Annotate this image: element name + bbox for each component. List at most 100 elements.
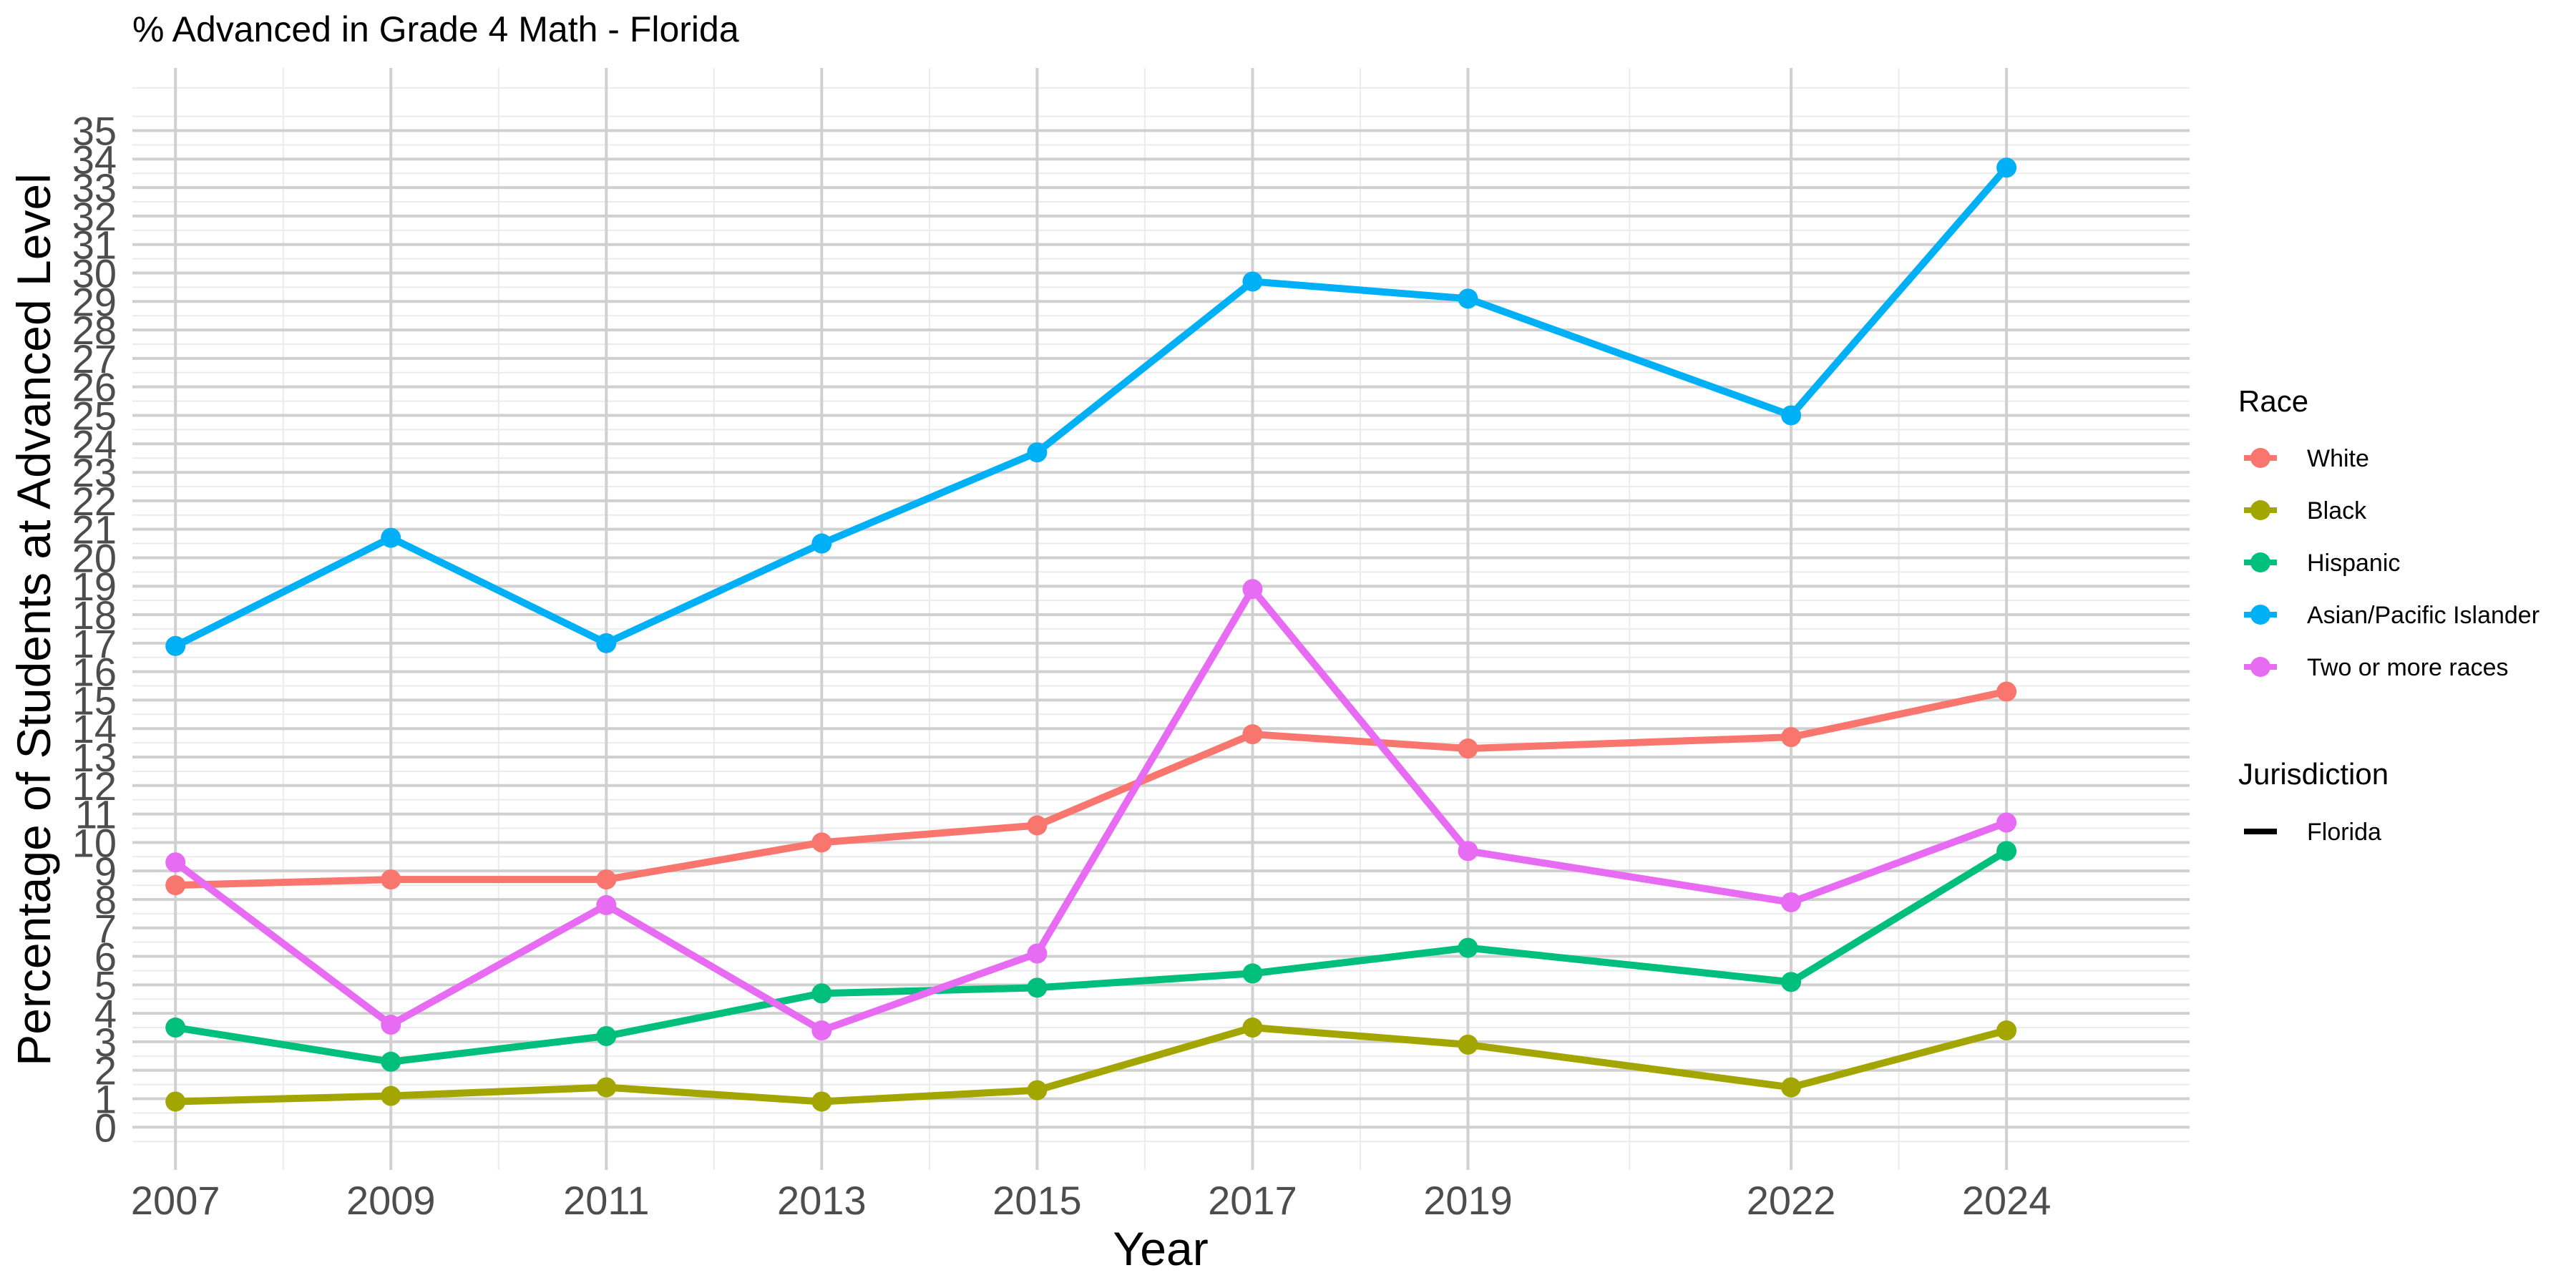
data-point-hispanic — [165, 1018, 186, 1038]
legend-item-florida: Florida — [2244, 819, 2381, 846]
data-point-hispanic — [811, 983, 832, 1004]
data-point-hispanic — [1242, 963, 1263, 984]
legend: Race White Black Hispanic Asian/Pacific Isl… — [2238, 384, 2540, 846]
legend-race-items: White Black Hispanic Asian/Pacific Islander… — [2244, 445, 2540, 681]
y-tick-label: 14 — [72, 706, 117, 751]
data-point-asian-pacific-islander — [381, 527, 401, 548]
x-axis-title: Year — [1113, 1222, 1208, 1275]
data-point-black — [165, 1091, 186, 1112]
data-point-two-or-more-races — [1458, 841, 1478, 862]
grid-major-lines — [132, 68, 2190, 1170]
x-tick-label: 2007 — [131, 1178, 220, 1223]
legend-key-point — [2250, 500, 2270, 520]
y-axis-tick-labels: 0123456789101112131415161718192021222324… — [72, 109, 117, 1151]
legend-label: Hispanic — [2307, 550, 2400, 577]
y-tick-label: 33 — [72, 165, 117, 210]
y-tick-label: 34 — [72, 137, 117, 182]
legend-title-jurisdiction: Jurisdiction — [2238, 757, 2389, 791]
y-tick-label: 7 — [94, 906, 117, 951]
data-point-hispanic — [1781, 972, 1802, 992]
legend-item-two-or-more-races: Two or more races — [2244, 654, 2509, 681]
y-tick-label: 32 — [72, 194, 117, 239]
legend-item-hispanic: Hispanic — [2244, 550, 2400, 577]
y-tick-label: 4 — [94, 991, 117, 1036]
data-point-two-or-more-races — [1781, 892, 1802, 912]
legend-item-white: White — [2244, 445, 2369, 472]
x-axis-tick-labels: 2007 2009 2011 2013 2015 2017 2019 2022 2024 — [131, 1178, 2051, 1223]
data-point-hispanic — [1996, 841, 2017, 862]
data-point-asian-pacific-islander — [1458, 288, 1478, 309]
y-tick-label: 10 — [72, 820, 117, 865]
y-tick-label: 31 — [72, 223, 117, 268]
legend-item-asian-pacific-islander: Asian/Pacific Islander — [2244, 602, 2540, 629]
data-point-two-or-more-races — [596, 894, 617, 915]
data-point-black — [381, 1085, 401, 1106]
y-tick-label: 0 — [94, 1105, 117, 1150]
legend-label: Asian/Pacific Islander — [2307, 602, 2540, 629]
legend-label: Black — [2307, 497, 2367, 525]
x-tick-label: 2019 — [1423, 1178, 1513, 1223]
y-tick-label: 12 — [72, 763, 117, 809]
y-tick-label: 8 — [94, 877, 117, 922]
y-tick-label: 22 — [72, 479, 117, 524]
series-line-asian-pacific-islander — [173, 165, 2009, 650]
x-tick-label: 2017 — [1208, 1178, 1297, 1223]
data-point-white — [811, 832, 832, 853]
y-tick-label: 5 — [94, 962, 117, 1008]
y-tick-label: 30 — [72, 251, 117, 296]
y-tick-label: 29 — [72, 279, 117, 324]
data-point-asian-pacific-islander — [1996, 157, 2017, 178]
y-tick-label: 35 — [72, 109, 117, 154]
x-tick-label: 2022 — [1747, 1178, 1836, 1223]
data-point-asian-pacific-islander — [1027, 442, 1048, 463]
y-tick-label: 2 — [94, 1048, 117, 1093]
data-point-black — [1242, 1018, 1263, 1038]
y-tick-label: 27 — [72, 336, 117, 381]
data-point-white — [381, 869, 401, 890]
data-point-two-or-more-races — [1027, 943, 1048, 964]
y-tick-label: 13 — [72, 735, 117, 780]
data-point-white — [1996, 681, 2017, 702]
data-point-two-or-more-races — [811, 1020, 832, 1041]
data-point-asian-pacific-islander — [1781, 405, 1802, 426]
legend-label: White — [2307, 445, 2369, 472]
data-point-white — [1458, 738, 1478, 759]
y-tick-label: 19 — [72, 564, 117, 609]
x-tick-label: 2011 — [563, 1178, 649, 1223]
legend-item-black: Black — [2244, 497, 2367, 525]
data-point-black — [1458, 1034, 1478, 1055]
legend-title-race: Race — [2238, 384, 2308, 418]
y-tick-label: 11 — [75, 792, 117, 837]
data-point-white — [1781, 727, 1802, 748]
legend-label: Two or more races — [2307, 654, 2509, 681]
data-point-white — [1027, 815, 1048, 836]
data-point-black — [1996, 1020, 2017, 1041]
series-line-black — [175, 1024, 2008, 1106]
series-line-two-or-more-races — [173, 585, 2008, 1035]
y-tick-label: 16 — [72, 650, 117, 695]
data-point-white — [165, 875, 186, 896]
legend-key-point — [2250, 605, 2270, 625]
chart-title: % Advanced in Grade 4 Math - Florida — [132, 9, 739, 49]
x-tick-label: 2024 — [1962, 1178, 2051, 1223]
legend-label-florida: Florida — [2307, 819, 2381, 846]
series-lines — [173, 165, 2009, 1106]
y-tick-label: 28 — [72, 308, 117, 353]
data-point-hispanic — [1027, 977, 1048, 998]
data-point-hispanic — [596, 1025, 617, 1046]
legend-key-point — [2250, 448, 2270, 468]
y-tick-label: 1 — [94, 1077, 117, 1122]
y-tick-label: 18 — [72, 592, 117, 638]
data-point-hispanic — [1458, 937, 1478, 958]
data-point-white — [596, 869, 617, 890]
x-tick-label: 2009 — [346, 1178, 436, 1223]
y-tick-label: 20 — [72, 535, 117, 580]
grid-minor-lines — [132, 68, 2190, 1170]
y-tick-label: 17 — [72, 621, 117, 666]
data-point-asian-pacific-islander — [1242, 271, 1263, 292]
data-point-two-or-more-races — [1242, 579, 1263, 600]
data-point-black — [1781, 1077, 1802, 1098]
data-point-asian-pacific-islander — [811, 533, 832, 554]
y-tick-label: 6 — [94, 935, 117, 980]
